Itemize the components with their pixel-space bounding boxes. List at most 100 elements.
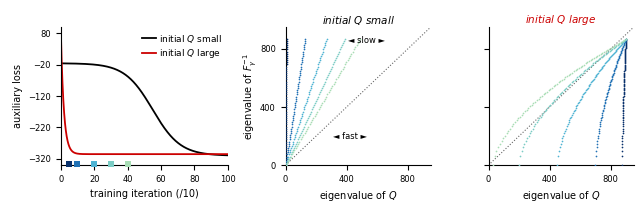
Point	[287, 151, 297, 154]
Point	[303, 114, 314, 117]
Point	[326, 86, 336, 90]
Point	[282, 39, 292, 43]
Point	[289, 136, 300, 139]
Point	[289, 146, 299, 150]
Point	[621, 38, 631, 41]
Point	[618, 134, 628, 137]
Point	[282, 43, 292, 47]
Point	[589, 76, 600, 79]
Point	[565, 82, 575, 85]
Point	[537, 94, 547, 98]
Point	[291, 142, 301, 145]
Point	[619, 86, 629, 89]
Point	[308, 116, 319, 120]
Point	[281, 108, 291, 111]
Point	[604, 56, 614, 60]
Point	[606, 54, 616, 57]
Point	[281, 76, 291, 79]
Point	[321, 78, 331, 81]
Point	[618, 39, 628, 42]
Point	[308, 78, 319, 81]
Title: initial $Q$ small: initial $Q$ small	[322, 14, 394, 27]
Point	[495, 142, 505, 146]
Point	[548, 85, 559, 88]
Point	[281, 127, 291, 130]
Point	[549, 99, 559, 102]
Point	[618, 94, 628, 98]
Point	[310, 114, 320, 117]
Point	[280, 163, 291, 167]
Point	[294, 76, 305, 79]
Point	[282, 52, 292, 55]
Point	[611, 49, 621, 52]
Point	[314, 108, 324, 111]
Point	[300, 37, 310, 41]
Point	[316, 103, 326, 107]
Point	[560, 129, 570, 133]
Point	[284, 142, 294, 145]
Point	[586, 64, 596, 67]
Point	[542, 106, 552, 110]
Point	[570, 108, 580, 111]
Point	[588, 78, 598, 82]
Point	[568, 79, 579, 83]
Point	[292, 138, 303, 141]
Point	[615, 44, 625, 47]
Point	[582, 68, 592, 71]
Point	[598, 64, 609, 67]
Point	[511, 119, 522, 122]
Point	[298, 127, 308, 130]
Point	[600, 99, 611, 102]
Point	[538, 93, 548, 96]
Point	[282, 153, 292, 156]
Point	[301, 119, 312, 122]
Point	[282, 63, 292, 66]
Point	[294, 140, 305, 143]
Point	[603, 90, 613, 93]
Point	[513, 117, 524, 120]
Point	[294, 123, 304, 126]
Point	[612, 47, 622, 50]
Point	[281, 78, 291, 81]
Point	[612, 62, 622, 65]
Point	[562, 125, 572, 128]
Point	[289, 106, 300, 109]
Point	[591, 73, 602, 77]
Point	[540, 110, 550, 113]
Point	[595, 121, 605, 124]
Point	[598, 54, 608, 57]
Y-axis label: eigenvalue of $F_{\gamma}^{-1}$: eigenvalue of $F_{\gamma}^{-1}$	[241, 53, 259, 140]
Point	[317, 86, 327, 90]
Point	[295, 69, 305, 73]
Point	[339, 39, 349, 43]
Point	[344, 56, 354, 60]
Point	[620, 72, 630, 75]
Point	[284, 138, 294, 141]
Point	[609, 44, 620, 47]
Point	[288, 151, 298, 154]
Point	[576, 72, 586, 75]
Point	[609, 70, 619, 73]
Point	[335, 71, 345, 75]
Point	[341, 61, 351, 64]
Point	[618, 106, 628, 110]
Point	[614, 41, 625, 44]
Point	[620, 61, 630, 64]
Point	[320, 41, 330, 45]
Point	[598, 106, 609, 110]
Point	[602, 91, 612, 95]
Point	[292, 86, 303, 90]
Point	[525, 131, 535, 135]
Point	[327, 65, 337, 68]
Point	[310, 99, 321, 103]
Point	[579, 63, 589, 66]
Point	[282, 151, 292, 154]
Point	[585, 82, 595, 85]
Point	[498, 136, 508, 140]
Point	[322, 37, 332, 41]
Point	[567, 113, 577, 117]
Point	[618, 111, 628, 115]
Point	[618, 105, 628, 108]
Point	[606, 78, 616, 82]
Point	[620, 48, 630, 51]
